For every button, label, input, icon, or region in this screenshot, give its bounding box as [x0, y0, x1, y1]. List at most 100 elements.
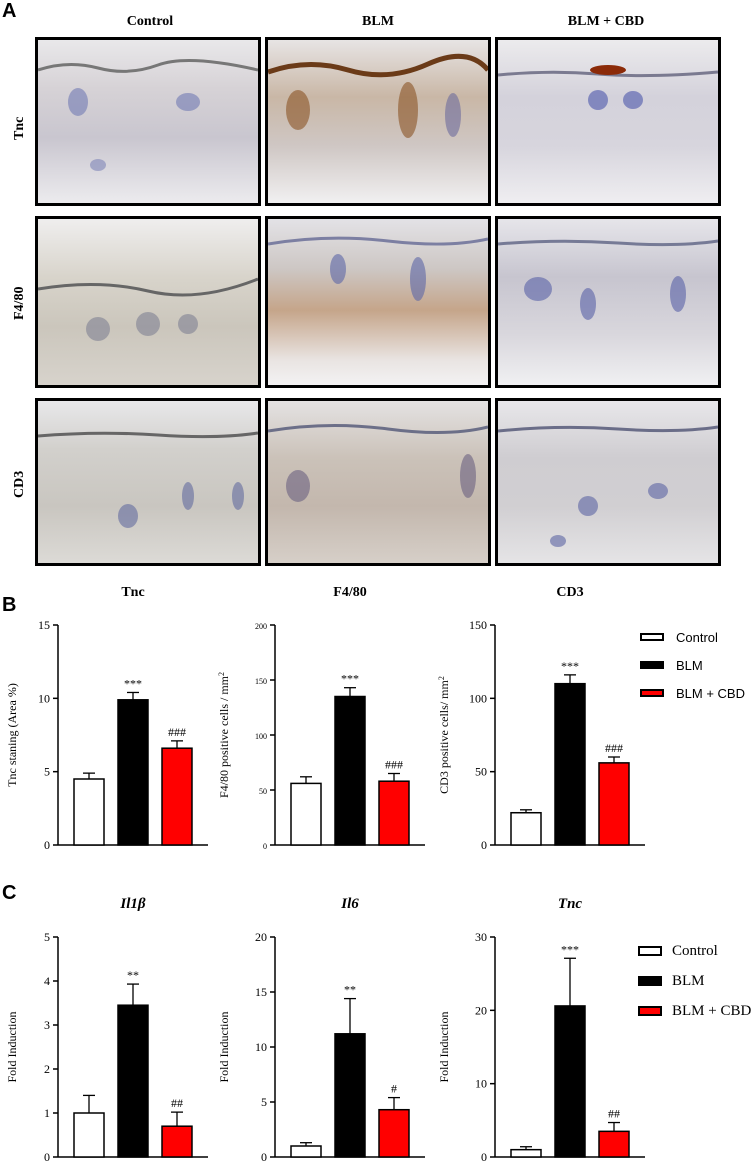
chart-1-title: Tnc — [121, 585, 144, 600]
chart-2-y-tick-label: 50 — [259, 787, 267, 796]
chart-5-annotation-blm_cbd: # — [391, 1082, 397, 1096]
micrograph-f480-blm-cbd — [495, 216, 721, 388]
chart-2-y-label: F4/80 positive cells / mm2 — [217, 672, 232, 798]
chart-3-annotation-blm_cbd: ### — [605, 741, 623, 755]
legend-b-item-blm-cbd: BLM + CBD — [640, 684, 750, 702]
legend-label-blm-cbd: BLM + CBD — [672, 1002, 752, 1019]
chart-2-bar-blm_cbd — [378, 780, 410, 846]
chart-2-annotation-blm: *** — [341, 672, 359, 686]
chart-6-y-tick-label: 30 — [475, 930, 487, 944]
chart-6-y-tick-label: 0 — [481, 1150, 487, 1164]
legend-c-item-blm-cbd: BLM + CBD — [638, 1001, 753, 1021]
legend-c: Control BLM BLM + CBD — [638, 941, 753, 1021]
panel-c-letter: C — [2, 882, 17, 904]
chart-1-bar-blm — [117, 699, 149, 846]
legend-label-blm: BLM — [676, 657, 703, 673]
chart-6-bar-control — [510, 1148, 542, 1158]
chart-3-title: CD3 — [556, 585, 583, 600]
chart-5-bar-blm_cbd — [378, 1108, 410, 1158]
micrograph-tnc-control — [35, 37, 261, 206]
micrograph-tnc-blm — [265, 37, 491, 206]
chart-3-bar-control — [510, 811, 542, 846]
chart-6-y-tick-label: 20 — [475, 1003, 487, 1017]
chart-1-annotation-blm_cbd: ### — [168, 725, 186, 739]
chart-3-bar-blm_cbd — [598, 762, 630, 846]
legend-b-item-blm: BLM — [640, 656, 750, 674]
legend-label-control: Control — [672, 942, 718, 959]
chart-5-title: Il6 — [340, 896, 359, 912]
chart-4-annotation-blm: ** — [127, 968, 139, 982]
chart-6-y-tick-label: 10 — [475, 1077, 487, 1091]
micrograph-cd3-blm-cbd — [495, 398, 721, 566]
chart-3-y-tick-label: 150 — [469, 618, 487, 632]
column-header-control: Control — [126, 14, 174, 29]
chart-1-bar-blm_cbd — [161, 747, 193, 846]
chart-4-bar-blm — [117, 1004, 149, 1158]
chart-3-bar-blm — [554, 682, 586, 846]
chart-2-bar-blm — [334, 695, 366, 846]
chart-4-y-label: Fold Induction — [5, 1012, 19, 1083]
chart-5-y-tick-label: 15 — [255, 985, 267, 999]
chart-4-bar-blm_cbd — [161, 1125, 193, 1158]
chart-2-y-tick-label: 150 — [255, 677, 267, 686]
chart-3-y-tick-label: 100 — [469, 691, 487, 705]
chart-3-y-tick-label: 0 — [481, 838, 487, 852]
chart-5-y-tick-label: 20 — [255, 930, 267, 944]
chart-4-y-tick-label: 5 — [44, 930, 50, 944]
legend-label-blm: BLM — [672, 972, 705, 989]
micrograph-cd3-blm — [265, 398, 491, 566]
chart-1-annotation-blm: *** — [124, 676, 142, 690]
legend-swatch-blm-cbd — [640, 689, 664, 697]
legend-label-control: Control — [676, 629, 718, 645]
chart-3-y-label-superscript: 2 — [437, 676, 446, 680]
legend-swatch-blm — [638, 976, 662, 986]
chart-5-y-tick-label: 10 — [255, 1040, 267, 1054]
micrograph-tnc-blm-cbd — [495, 37, 721, 206]
chart-5-bar-blm — [334, 1033, 366, 1158]
chart-6-bar-blm_cbd — [598, 1130, 630, 1158]
chart-2-y-tick-label: 200 — [255, 622, 267, 631]
chart-6-bar-blm — [554, 1005, 586, 1158]
chart-3-annotation-blm: *** — [561, 659, 579, 673]
chart-4-y-tick-label: 0 — [44, 1150, 50, 1164]
chart-5-bar-control — [290, 1145, 322, 1158]
chart-6-annotation-blm_cbd: ## — [608, 1107, 620, 1121]
column-header-blm: BLM — [362, 14, 394, 29]
legend-swatch-control — [638, 946, 662, 956]
chart-1-y-tick-label: 10 — [38, 691, 50, 705]
panel-b-letter: B — [2, 594, 17, 616]
chart-3-y-tick-label: 50 — [475, 765, 487, 779]
legend-c-item-control: Control — [638, 941, 753, 961]
chart-4-annotation-blm_cbd: ## — [171, 1096, 183, 1110]
column-header-blm-cbd: BLM + CBD — [567, 14, 645, 29]
chart-6-title: Tnc — [558, 896, 583, 912]
chart-1-y-tick-label: 5 — [44, 765, 50, 779]
chart-5-y-tick-label: 5 — [261, 1095, 267, 1109]
chart-2-bar-control — [290, 782, 322, 846]
chart-5-annotation-blm: ** — [344, 983, 356, 997]
chart-4-y-tick-label: 1 — [44, 1106, 50, 1120]
micrograph-f480-blm — [265, 216, 491, 388]
panel-a-letter: A — [2, 0, 17, 22]
micrograph-f480-control — [35, 216, 261, 388]
chart-2-y-tick-label: 0 — [263, 842, 267, 851]
chart-2-title: F4/80 — [333, 585, 366, 600]
chart-6-y-label: Fold Induction — [437, 1012, 451, 1083]
legend-swatch-blm-cbd — [638, 1006, 662, 1016]
chart-5-y-tick-label: 0 — [261, 1150, 267, 1164]
chart-1-y-label: Tnc staning (Area %) — [5, 683, 19, 787]
micrograph-cd3-control — [35, 398, 261, 566]
legend-b: Control BLM BLM + CBD — [640, 628, 750, 702]
legend-c-item-blm: BLM — [638, 971, 753, 991]
chart-1-y-tick-label: 15 — [38, 618, 50, 632]
chart-2-y-tick-label: 100 — [255, 732, 267, 741]
chart-2-annotation-blm_cbd: ### — [385, 758, 403, 772]
legend-b-item-control: Control — [640, 628, 750, 646]
chart-4-bar-control — [73, 1112, 105, 1158]
chart-1-bar-control — [73, 778, 105, 846]
chart-4-y-tick-label: 4 — [44, 974, 50, 988]
legend-swatch-blm — [640, 661, 664, 669]
legend-label-blm-cbd: BLM + CBD — [676, 685, 745, 701]
chart-4-title: Il1β — [119, 896, 146, 912]
